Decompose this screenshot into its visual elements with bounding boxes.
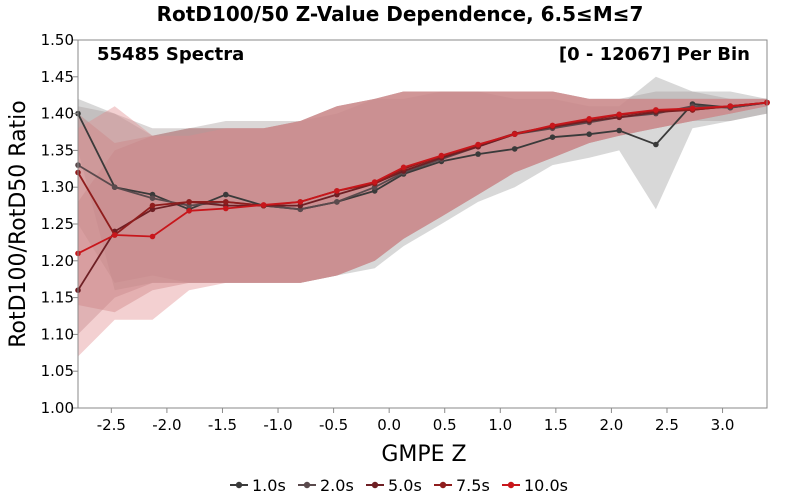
data-point xyxy=(149,202,156,209)
legend-label: 7.5s xyxy=(456,476,490,495)
data-point xyxy=(334,188,340,194)
y-tick-label: 1.40 xyxy=(41,105,74,123)
x-tick-label: 1.5 xyxy=(544,416,568,434)
data-point xyxy=(689,105,696,112)
data-point xyxy=(549,122,556,129)
x-tick-label: 3.0 xyxy=(711,416,735,434)
data-point xyxy=(223,191,229,198)
legend-item-1.0s: 1.0s xyxy=(230,476,286,495)
data-point xyxy=(400,164,407,171)
legend-swatch-marker xyxy=(371,481,379,489)
y-tick-label: 1.00 xyxy=(41,399,74,417)
annotation-spectra-count: 55485 Spectra xyxy=(97,44,244,65)
x-tick-label: 0.5 xyxy=(433,416,457,434)
data-point xyxy=(260,202,267,208)
data-point xyxy=(223,205,229,212)
legend-label: 5.0s xyxy=(388,476,422,495)
data-point xyxy=(475,151,481,157)
legend-item-2.0s: 2.0s xyxy=(298,476,354,495)
x-axis-label: GMPE Z xyxy=(381,442,466,467)
legend-label: 10.0s xyxy=(524,476,568,495)
annotation-bin-range: [0 - 12067] Per Bin xyxy=(559,44,750,65)
data-point xyxy=(511,146,518,152)
legend-item-10.0s: 10.0s xyxy=(502,476,568,495)
data-point xyxy=(371,179,378,185)
data-point xyxy=(653,141,659,148)
x-axis: -2.5 -2.0 -1.5 -1.0 -0.5 0.0 0.5 1.0 1.5 2.0 2.5 3.… xyxy=(97,408,735,434)
confidence-band-10.0s xyxy=(78,91,767,357)
data-point xyxy=(616,127,622,134)
data-point xyxy=(223,199,229,205)
confidence-band-2.0s xyxy=(78,91,767,283)
data-point xyxy=(586,116,592,122)
legend-item-7.5s: 7.5s xyxy=(434,476,490,495)
legend-label: 2.0s xyxy=(320,476,354,495)
data-point xyxy=(334,199,340,205)
confidence-band-1.0s xyxy=(78,76,767,291)
y-tick-label: 1.50 xyxy=(41,31,74,49)
data-point xyxy=(511,131,518,137)
confidence-band-5.0s xyxy=(78,91,767,335)
data-point xyxy=(727,103,734,109)
legend-label: 1.0s xyxy=(252,476,286,495)
y-tick-label: 1.05 xyxy=(41,362,74,380)
chart-title: RotD100/50 Z-Value Dependence, 6.5≤M≤7 xyxy=(157,2,644,26)
data-point xyxy=(149,195,156,201)
data-point xyxy=(586,131,592,137)
x-tick-label: 2.0 xyxy=(599,416,623,434)
data-point xyxy=(149,233,156,240)
y-axis: 1.00 1.05 1.10 1.15 1.20 1.25 1.30 1.35 1.40 1.45… xyxy=(41,31,78,417)
y-tick-label: 1.20 xyxy=(41,252,74,270)
data-point xyxy=(186,208,192,214)
y-tick-label: 1.15 xyxy=(41,289,74,307)
data-point xyxy=(653,107,659,113)
series-line xyxy=(77,101,768,211)
data-point xyxy=(438,152,445,159)
data-point xyxy=(111,232,118,238)
data-point xyxy=(297,199,304,205)
data-point xyxy=(475,141,481,148)
plot-background xyxy=(78,40,767,408)
series-lines xyxy=(75,99,770,294)
legend-item-5.0s: 5.0s xyxy=(366,476,422,495)
y-tick-label: 1.35 xyxy=(41,141,74,159)
y-tick-label: 1.30 xyxy=(41,178,74,196)
legend-swatch-marker xyxy=(235,481,243,489)
x-tick-label: 1.0 xyxy=(488,416,512,434)
legend-swatch-marker xyxy=(303,481,311,489)
legend-swatch-marker xyxy=(507,481,515,489)
data-point xyxy=(549,134,556,140)
series-line xyxy=(77,101,768,211)
confidence-bands xyxy=(78,76,767,357)
x-tick-label: -1.5 xyxy=(208,416,237,434)
y-tick-label: 1.10 xyxy=(41,325,74,343)
data-point xyxy=(186,199,192,205)
confidence-band-7.5s xyxy=(78,91,767,313)
x-tick-label: 0.0 xyxy=(377,416,401,434)
legend: 1.0s 2.0s 5.0s 7.5s 10.0s xyxy=(230,476,568,495)
series-line xyxy=(77,101,768,255)
x-tick-label: -0.5 xyxy=(319,416,348,434)
data-point xyxy=(616,111,622,118)
x-tick-label: -2.0 xyxy=(152,416,181,434)
data-point xyxy=(111,184,118,190)
y-tick-label: 1.45 xyxy=(41,68,74,86)
y-tick-label: 1.25 xyxy=(41,215,74,233)
legend-swatch-marker xyxy=(439,481,447,489)
plot-area xyxy=(75,39,770,409)
x-tick-label: -2.5 xyxy=(97,416,126,434)
x-tick-label: 2.5 xyxy=(655,416,679,434)
y-axis-label: RotD100/RotD50 Ratio xyxy=(6,100,31,348)
series-10.0s xyxy=(75,99,770,257)
x-tick-label: -1.0 xyxy=(263,416,292,434)
